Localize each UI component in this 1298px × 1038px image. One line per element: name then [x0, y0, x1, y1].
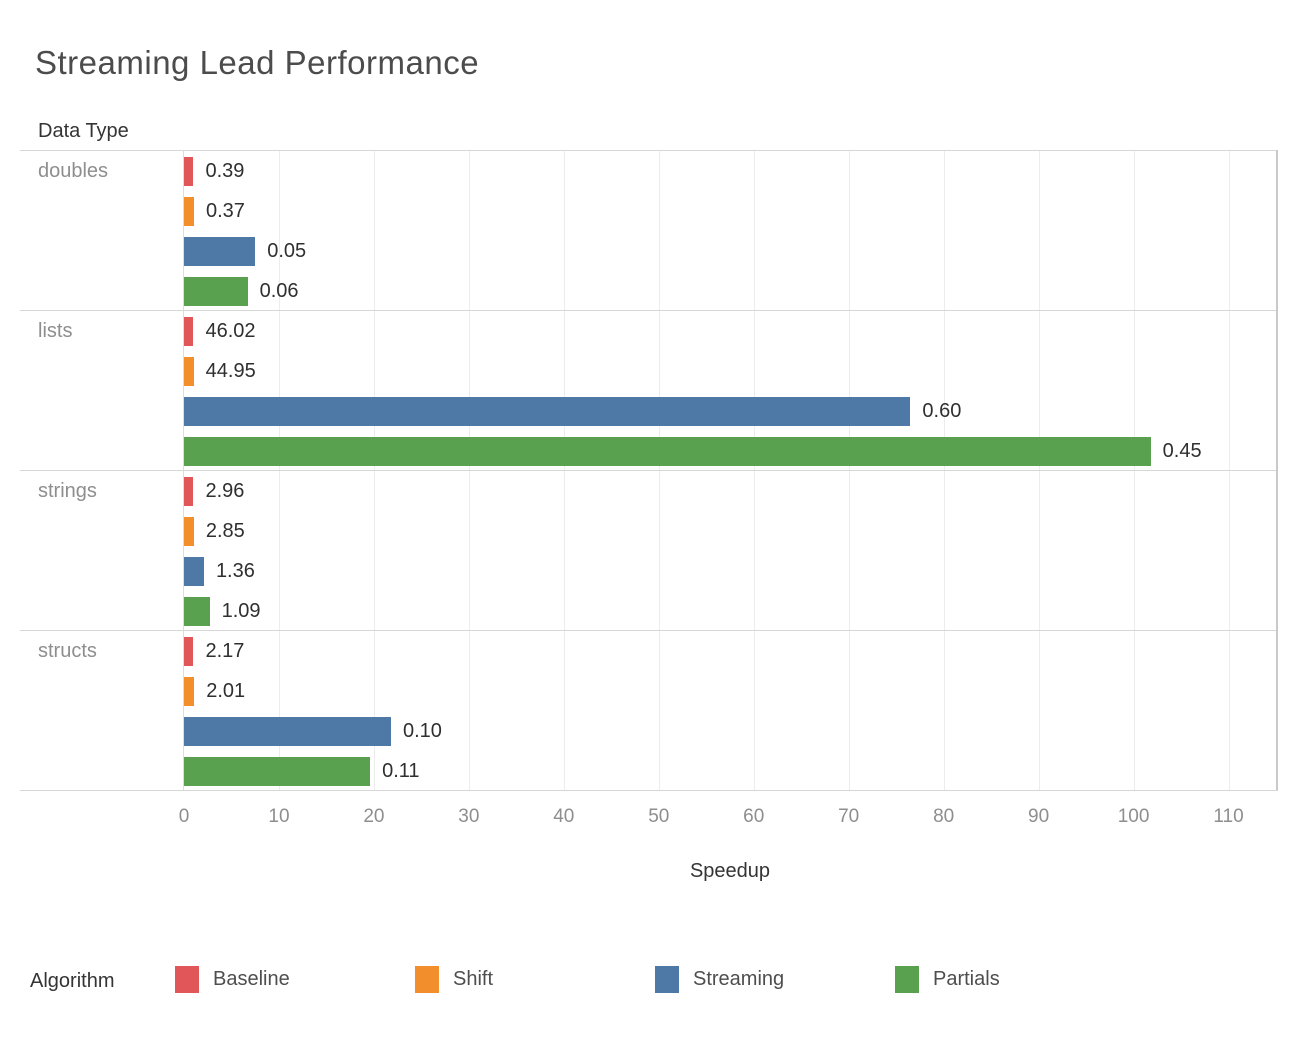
x-tick-label: 40: [553, 806, 575, 827]
legend-item-shift[interactable]: Shift: [415, 966, 493, 993]
legend-label: Streaming: [693, 968, 785, 990]
legend-label: Partials: [933, 968, 1000, 990]
x-tick-label: 100: [1117, 806, 1150, 827]
bar-strings-streaming[interactable]: [184, 557, 204, 586]
bar-strings-shift[interactable]: [184, 517, 194, 546]
row-divider-line: [20, 310, 1278, 311]
axis-zero-line: [183, 150, 184, 790]
bar-doubles-shift[interactable]: [184, 197, 194, 226]
row-header-label: Data Type: [38, 120, 129, 142]
bar-structs-baseline[interactable]: [184, 637, 194, 666]
legend-swatch-streaming: [655, 966, 679, 993]
bar-value-label: 2.01: [206, 680, 246, 702]
bar-value-label: 2.96: [205, 480, 245, 502]
row-divider-line: [20, 150, 1278, 151]
bar-value-label: 0.60: [922, 400, 962, 422]
bar-value-label: 46.02: [205, 320, 256, 342]
bar-value-label: 0.11: [382, 760, 420, 782]
x-tick-label: 90: [1028, 806, 1050, 827]
row-divider-line: [20, 630, 1278, 631]
x-tick-label: 60: [743, 806, 765, 827]
x-tick-label: 10: [268, 806, 290, 827]
bar-doubles-partials[interactable]: [184, 277, 248, 306]
legend-label: Shift: [453, 968, 494, 990]
bar-lists-partials[interactable]: [184, 437, 1151, 466]
bar-lists-shift[interactable]: [184, 357, 194, 386]
bar-value-label: 44.95: [205, 360, 256, 382]
bar-lists-streaming[interactable]: [184, 397, 911, 426]
bar-structs-partials[interactable]: [184, 757, 371, 786]
x-tick-label: 80: [933, 806, 955, 827]
bar-structs-shift[interactable]: [184, 677, 195, 706]
legend-swatch-shift: [415, 966, 439, 993]
bar-value-label: 1.09: [221, 600, 261, 622]
bar-value-label: 2.85: [205, 520, 245, 542]
x-axis-title: Speedup: [689, 860, 771, 882]
legend-item-partials[interactable]: Partials: [895, 966, 1000, 993]
bar-value-label: 2.17: [205, 640, 245, 662]
category-label-doubles[interactable]: doubles: [38, 160, 109, 182]
x-tick-label: 70: [838, 806, 860, 827]
bar-doubles-streaming[interactable]: [184, 237, 256, 266]
category-label-strings[interactable]: strings: [38, 480, 97, 502]
bar-structs-streaming[interactable]: [184, 717, 391, 746]
bar-value-label: 0.39: [205, 160, 245, 182]
bar-lists-baseline[interactable]: [184, 317, 194, 346]
x-tick-label: 20: [363, 806, 385, 827]
chart-title: Streaming Lead Performance: [35, 44, 480, 81]
legend-swatch-baseline: [175, 966, 199, 993]
row-divider-line: [20, 470, 1278, 471]
legend-item-streaming[interactable]: Streaming: [655, 966, 784, 993]
x-tick-label: 110: [1213, 806, 1244, 827]
bar-strings-baseline[interactable]: [184, 477, 194, 506]
x-tick-label: 50: [648, 806, 670, 827]
plot-right-border: [1276, 150, 1278, 790]
legend-item-baseline[interactable]: Baseline: [175, 966, 290, 993]
bar-value-label: 0.37: [205, 200, 245, 222]
legend-label: Baseline: [213, 968, 290, 990]
bar-value-label: 0.45: [1162, 440, 1202, 462]
bar-doubles-baseline[interactable]: [184, 157, 194, 186]
bar-value-label: 0.06: [259, 280, 299, 302]
bar-value-label: 1.36: [215, 560, 255, 582]
category-label-structs[interactable]: structs: [38, 640, 97, 662]
category-label-lists[interactable]: lists: [38, 320, 73, 342]
bar-strings-partials[interactable]: [184, 597, 210, 626]
legend-title: Algorithm: [30, 970, 115, 992]
bar-value-label: 0.05: [267, 240, 307, 262]
x-tick-label: 30: [458, 806, 480, 827]
x-tick-label: 0: [178, 806, 190, 827]
legend-swatch-partials: [895, 966, 919, 993]
row-divider-line: [20, 790, 1278, 791]
bar-value-label: 0.10: [403, 720, 442, 742]
